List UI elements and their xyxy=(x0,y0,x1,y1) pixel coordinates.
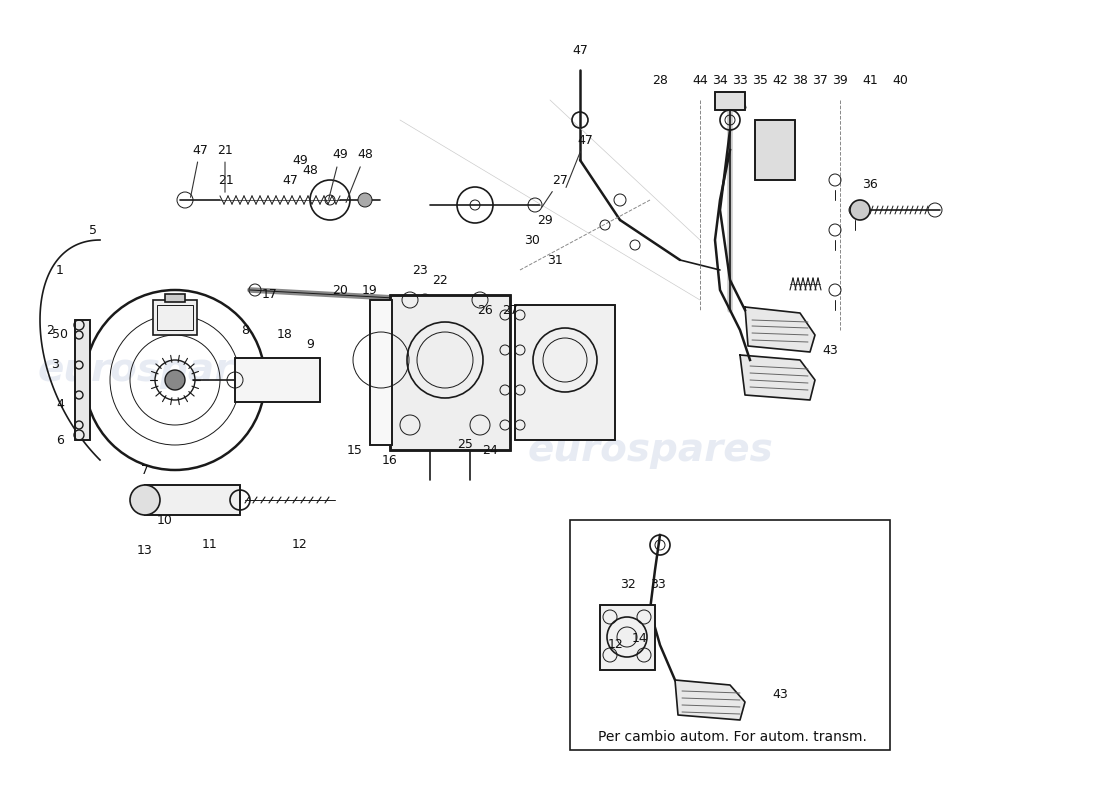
Text: 4: 4 xyxy=(56,398,64,411)
Bar xyxy=(235,358,320,402)
Text: 50: 50 xyxy=(52,329,68,342)
Text: 42: 42 xyxy=(772,74,788,86)
Text: 11: 11 xyxy=(202,538,218,551)
Text: 40: 40 xyxy=(892,74,907,86)
Text: 14: 14 xyxy=(632,631,648,645)
Text: 5: 5 xyxy=(89,223,97,237)
Text: 8: 8 xyxy=(241,323,249,337)
Text: 18: 18 xyxy=(277,329,293,342)
Bar xyxy=(600,605,654,670)
Bar xyxy=(165,294,185,302)
Text: 48: 48 xyxy=(346,149,373,202)
Text: 19: 19 xyxy=(362,283,378,297)
Text: 38: 38 xyxy=(792,74,807,86)
Polygon shape xyxy=(675,680,745,720)
Bar xyxy=(235,358,320,402)
Bar xyxy=(153,300,197,335)
Text: 1: 1 xyxy=(56,263,64,277)
Text: 47: 47 xyxy=(190,143,208,198)
Bar xyxy=(390,295,510,450)
Text: 7: 7 xyxy=(141,463,149,477)
Text: 9: 9 xyxy=(306,338,313,351)
Text: 2: 2 xyxy=(46,323,54,337)
Text: 49: 49 xyxy=(293,154,308,166)
Bar xyxy=(755,120,795,180)
Text: 31: 31 xyxy=(547,254,563,266)
Text: 44: 44 xyxy=(692,74,708,86)
Text: 12: 12 xyxy=(608,638,624,651)
Text: 15: 15 xyxy=(348,443,363,457)
Text: 27: 27 xyxy=(502,303,518,317)
Text: 47: 47 xyxy=(572,43,587,57)
Text: 29: 29 xyxy=(537,214,553,226)
Circle shape xyxy=(850,200,870,220)
Text: eurospares: eurospares xyxy=(527,431,773,469)
Text: 35: 35 xyxy=(752,74,768,86)
Bar xyxy=(515,305,615,440)
Bar xyxy=(715,92,745,110)
Text: 3: 3 xyxy=(51,358,59,371)
Text: 32: 32 xyxy=(620,578,636,591)
Text: 23: 23 xyxy=(412,263,428,277)
Text: 24: 24 xyxy=(482,443,498,457)
Text: 26: 26 xyxy=(477,303,493,317)
Polygon shape xyxy=(740,355,815,400)
Circle shape xyxy=(130,485,159,515)
Text: 36: 36 xyxy=(862,178,878,191)
Text: eurospares: eurospares xyxy=(37,351,283,389)
Text: 16: 16 xyxy=(382,454,398,466)
Text: 13: 13 xyxy=(138,543,153,557)
Bar xyxy=(370,300,392,445)
Text: 43: 43 xyxy=(822,343,838,357)
Bar xyxy=(75,320,90,440)
Bar xyxy=(715,92,745,110)
Text: 21: 21 xyxy=(217,143,233,192)
Text: 43: 43 xyxy=(772,689,788,702)
Text: 49: 49 xyxy=(329,149,348,199)
Text: 17: 17 xyxy=(262,289,278,302)
Text: 10: 10 xyxy=(157,514,173,526)
Text: 21: 21 xyxy=(218,174,234,186)
Text: Per cambio autom. For autom. transm.: Per cambio autom. For autom. transm. xyxy=(598,730,867,744)
Text: 25: 25 xyxy=(458,438,473,451)
Bar xyxy=(157,305,192,330)
Text: 48: 48 xyxy=(302,163,318,177)
Text: 34: 34 xyxy=(712,74,728,86)
Bar xyxy=(515,305,615,440)
Circle shape xyxy=(165,370,185,390)
Text: 30: 30 xyxy=(524,234,540,246)
Text: 47: 47 xyxy=(282,174,298,186)
Bar xyxy=(570,520,890,750)
Text: 6: 6 xyxy=(56,434,64,446)
Text: 37: 37 xyxy=(812,74,828,86)
Bar xyxy=(75,320,90,440)
Text: 22: 22 xyxy=(432,274,448,286)
Bar xyxy=(755,120,795,180)
Text: 27: 27 xyxy=(541,174,568,208)
Text: 33: 33 xyxy=(733,74,748,86)
Text: 33: 33 xyxy=(650,578,666,591)
Text: 39: 39 xyxy=(832,74,848,86)
Bar xyxy=(370,300,392,445)
Text: 47: 47 xyxy=(566,134,593,187)
Text: 28: 28 xyxy=(652,74,668,86)
Polygon shape xyxy=(745,307,815,352)
Circle shape xyxy=(358,193,372,207)
Text: 12: 12 xyxy=(293,538,308,551)
Bar xyxy=(145,485,240,515)
Bar xyxy=(145,485,240,515)
Text: 20: 20 xyxy=(332,283,348,297)
Bar xyxy=(390,295,510,450)
Bar xyxy=(600,605,654,670)
Text: 41: 41 xyxy=(862,74,878,86)
